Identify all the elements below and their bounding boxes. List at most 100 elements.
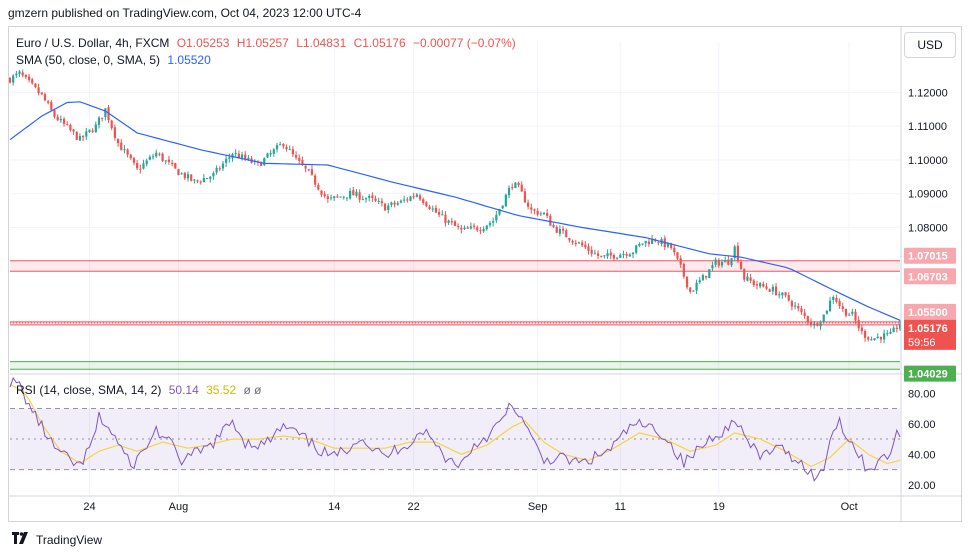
candle-body [867,337,870,340]
candle-body [752,280,755,286]
time-tick-label: Oct [841,501,858,513]
candle-body [539,213,542,215]
candle-body [374,198,377,201]
sma-value: 1.05520 [167,53,211,67]
candle-body [724,259,727,263]
candle-body [844,308,848,316]
candle-body [240,154,244,158]
candle-body [593,253,596,255]
candle-body [501,205,504,209]
candle-body [345,197,349,199]
candle-body [546,213,549,216]
candle-body [342,196,345,198]
candle-body [727,259,730,265]
candle-body [787,295,790,301]
candle-body [396,203,399,205]
symbol-label[interactable]: Euro / U.S. Dollar, 4h, FXCM [16,36,170,50]
currency-button[interactable]: USD [904,32,956,58]
candle-body [298,157,301,161]
candle-body [59,118,62,121]
candle-body [371,195,374,199]
candle-body [113,127,117,138]
candle-body [650,238,654,244]
candle-body [329,197,333,199]
candle-body [196,180,199,182]
candle-body [711,265,714,269]
candle-body [517,182,520,186]
candle-body [97,117,101,125]
candle-body [78,135,82,141]
countdown-label: 59:56 [908,337,936,349]
candle-body [304,165,307,169]
candle-body [876,336,879,338]
candle-body [279,144,282,146]
candle-body [695,282,698,291]
candle-body [749,277,752,281]
candle-body [739,261,743,270]
rsi-tick-label: 60.00 [908,419,936,431]
candle-body [174,163,177,169]
candle-body [215,168,218,173]
level-label-bg [904,365,956,382]
candle-body [600,255,603,257]
candle-body [619,254,622,258]
candle-body [422,199,425,204]
sma-label[interactable]: SMA (50, close, 0, SMA, 5) [16,53,161,67]
candle-body [587,246,590,251]
candle-body [507,187,511,196]
time-axis: 24 Aug 14 22 Sep 11 19 Oct [8,26,962,522]
level-label: 1.07015 [908,251,948,263]
candle-body [536,210,539,215]
price-axis: 1.12000 1.11000 1.10000 1.09000 1.08000 1.070… [10,87,956,492]
price-legend: Euro / U.S. Dollar, 4h, FXCM O1.05253 H1… [16,36,520,50]
close-value: C1.05176 [353,36,406,50]
candle-body [333,196,336,199]
candle-body [746,276,749,281]
candle-body [50,102,53,110]
candle-body [412,196,415,198]
candle-body [584,244,587,248]
sma-line [9,101,901,321]
candle-body [377,201,380,203]
open-value: O1.05253 [176,36,230,50]
rsi-label[interactable]: RSI (14, close, SMA, 14, 2) [16,383,162,397]
candle-body [21,72,24,76]
candle-body [679,258,682,265]
candle-body [574,242,577,244]
candle-body [813,323,816,326]
candle-body [56,116,59,121]
level-zone [10,361,900,370]
candle-body [790,301,794,307]
candle-body [755,284,759,286]
candle-body [151,156,155,158]
candle-body [139,168,142,170]
candle-body [212,173,215,177]
candle-body [244,154,247,159]
candle-body [838,300,841,307]
candle-body [771,286,774,292]
candle-body [469,226,473,229]
level-label-bg [904,268,956,285]
candle-body [863,330,867,338]
candle-body [294,155,298,158]
candle-body [670,243,673,249]
candle-body [765,286,768,289]
candle-body [72,129,75,132]
candle-body [606,253,609,257]
candle-body [657,242,660,244]
price-grid [10,42,900,494]
candle-body [762,283,765,287]
candle-body [336,196,339,198]
level-zone [10,321,900,325]
candle-body [361,198,364,200]
tradingview-logo-icon [12,532,30,547]
candle-body [323,194,326,197]
candle-body [685,276,689,288]
candle-body [717,259,720,266]
candle-body [453,221,457,226]
candle-body [848,314,851,316]
candle-body [228,157,231,159]
candle-body [307,169,310,171]
candle-body [644,240,647,244]
